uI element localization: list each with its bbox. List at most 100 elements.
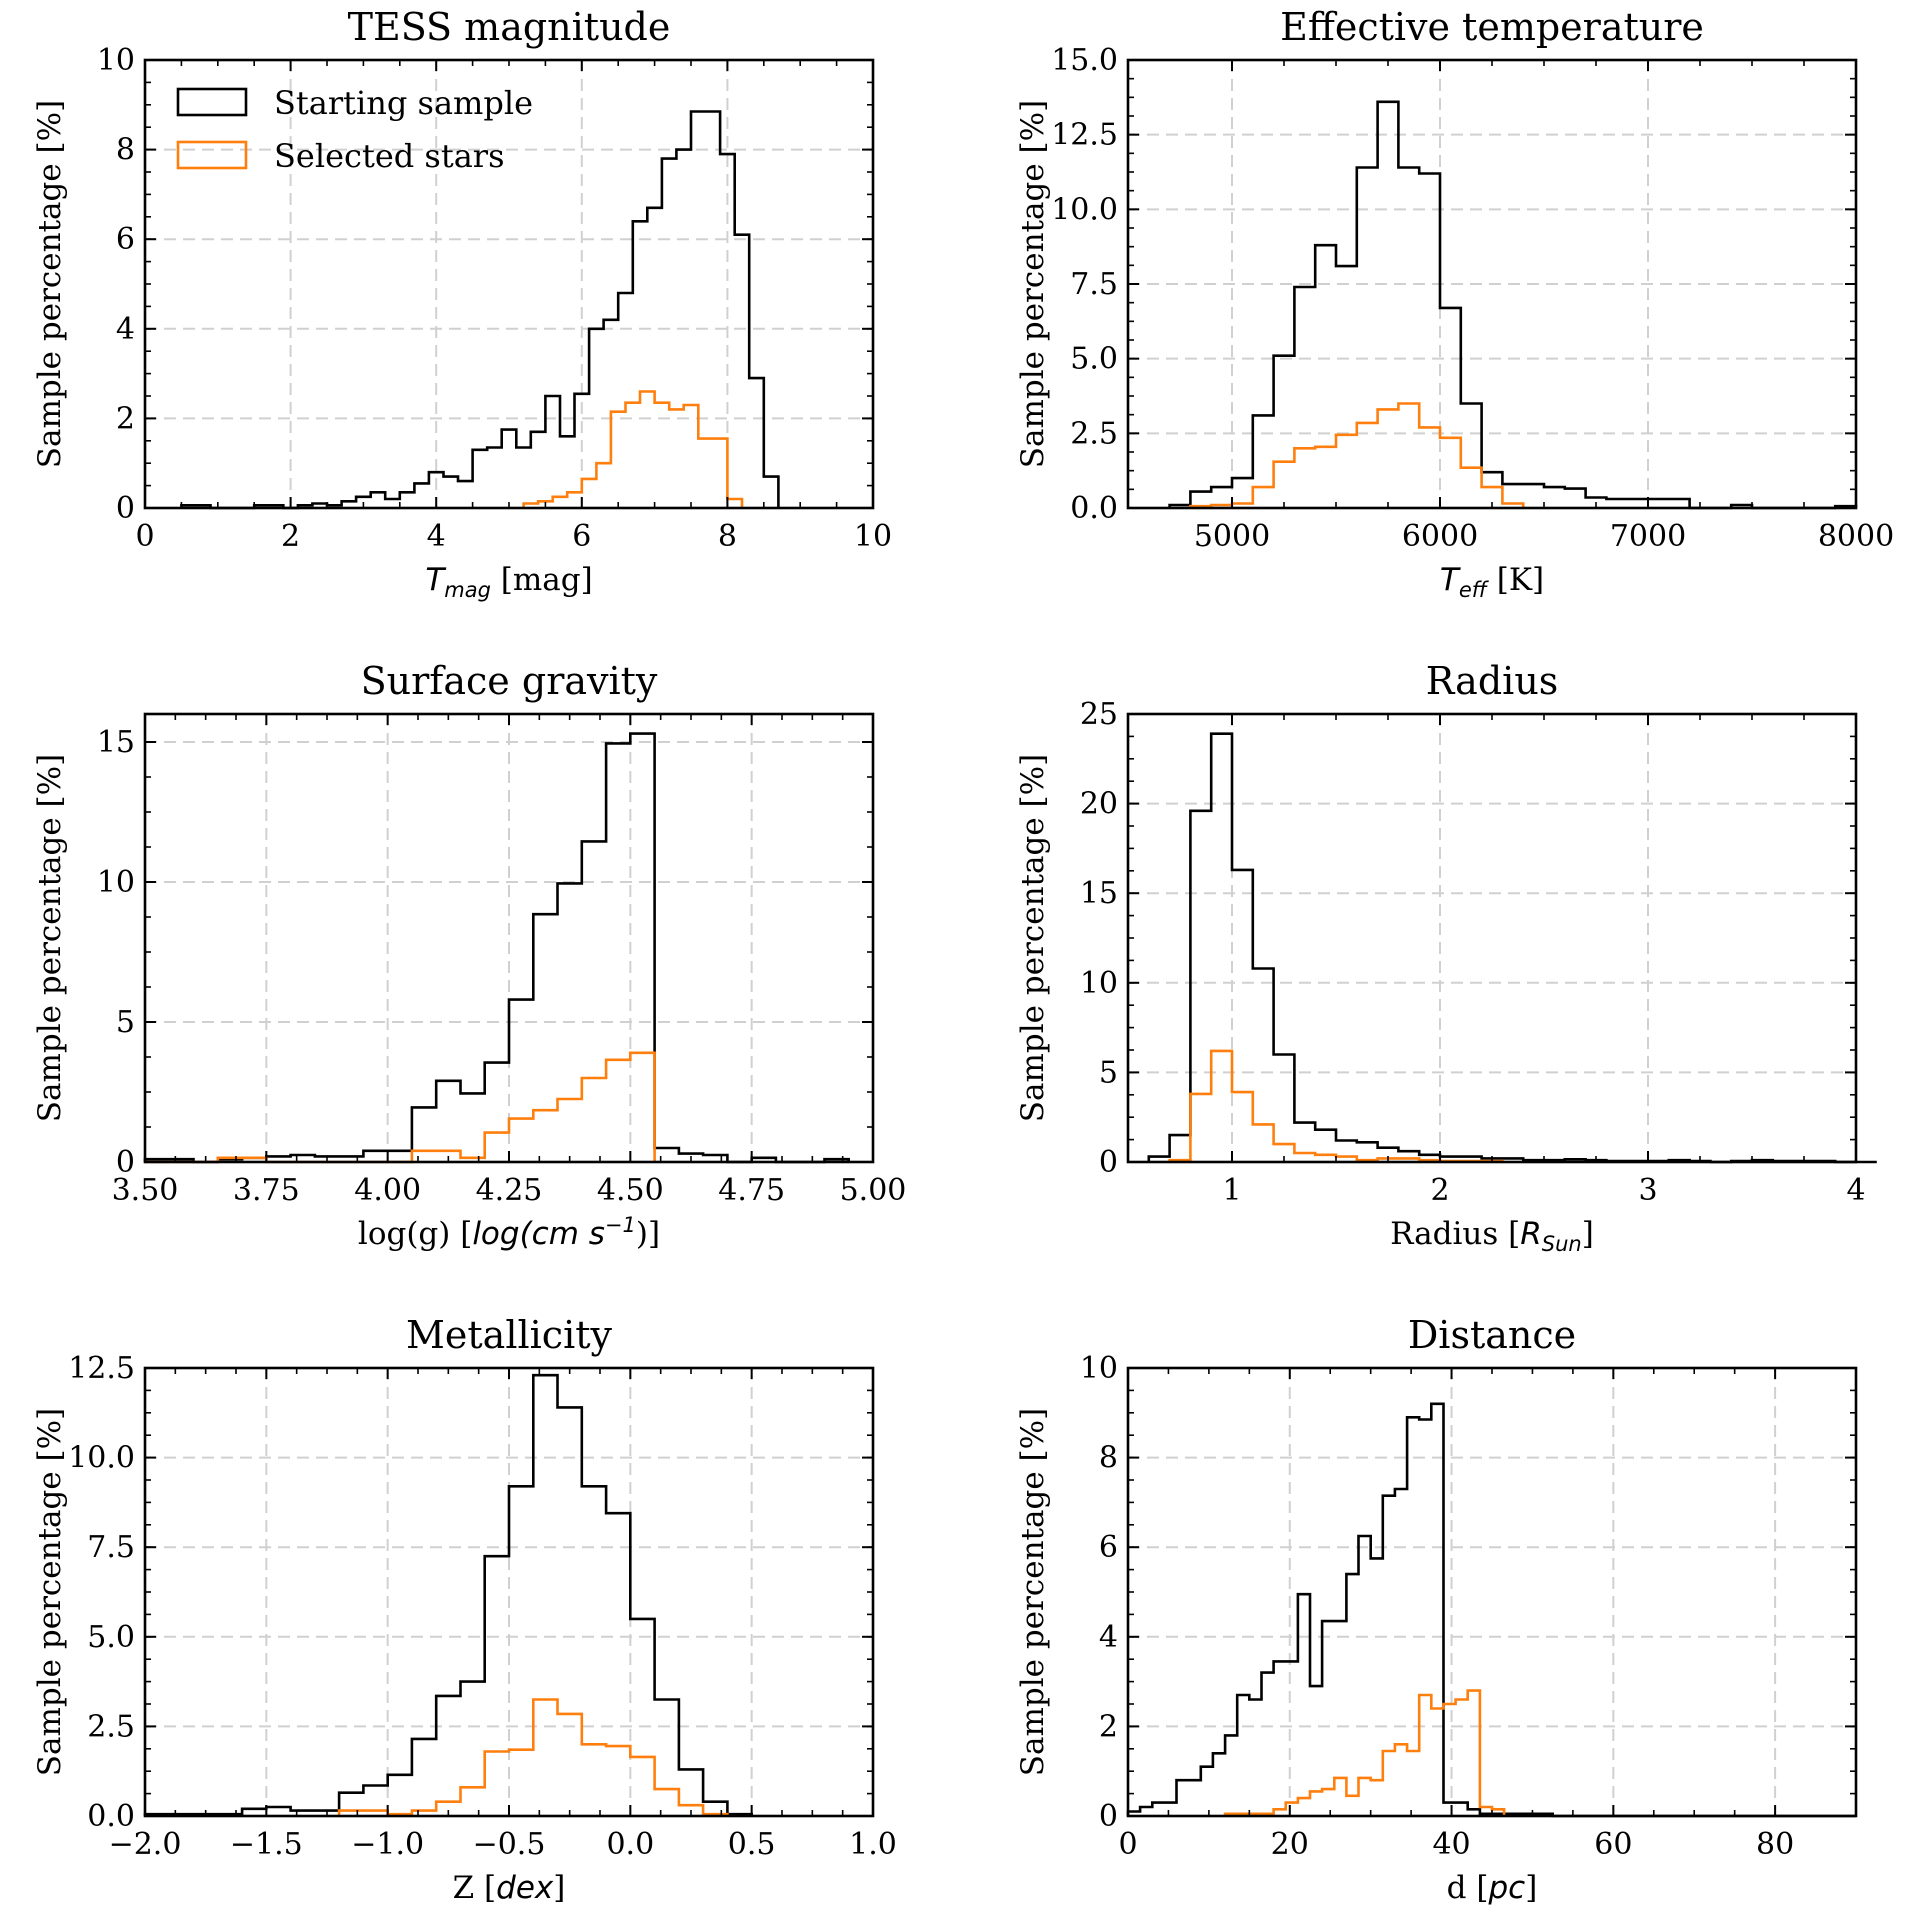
histogram-selected-stars <box>1168 1049 1504 1163</box>
x-tick-label: 80 <box>1756 1827 1794 1862</box>
histogram-selected-stars <box>1223 1689 1506 1816</box>
x-axis-label-var: R <box>1520 1216 1542 1252</box>
plot-frame <box>1126 1366 1858 1818</box>
histogram-selected-stars <box>1189 402 1525 508</box>
x-axis-label: d [pc] <box>1447 1870 1538 1906</box>
chart-title: Distance <box>1408 1313 1576 1357</box>
histogram-starting-sample <box>1126 1402 1856 1818</box>
y-tick-label: 4 <box>116 312 135 347</box>
x-tick-label: 4.75 <box>718 1173 785 1208</box>
legend-starting-sample-swatch <box>176 87 248 117</box>
x-tick-label: 40 <box>1432 1827 1470 1862</box>
x-axis-label-pre: log(g) [ <box>358 1216 472 1252</box>
legend: Starting sample Selected stars <box>176 84 533 175</box>
x-axis-label-pre: Z [ <box>453 1870 497 1906</box>
y-tick-label: 5.0 <box>1070 342 1118 377</box>
x-tick-label: 20 <box>1271 1827 1309 1862</box>
x-axis-label-post: )] <box>636 1216 660 1252</box>
x-axis-label-post: ] <box>553 1870 565 1906</box>
y-axis-label: Sample percentage [%] <box>1015 100 1051 468</box>
x-axis-label-var: log(cm s <box>472 1216 605 1252</box>
x-tick-label: −2.0 <box>109 1827 182 1862</box>
panel-radius: 1 2 3 4 0 5 10 15 20 25 Radius Radius [RSun] Sample … <box>1015 659 1877 1256</box>
x-tick-label: 3.50 <box>112 1173 179 1208</box>
y-tick-label: 0.0 <box>1070 491 1118 526</box>
histogram-starting-sample <box>180 110 780 510</box>
y-tick-label: 7.5 <box>1070 267 1118 302</box>
x-tick-label: 10 <box>854 519 892 554</box>
x-tick-label: 60 <box>1594 1827 1632 1862</box>
x-tick-label: 0 <box>135 519 154 554</box>
y-tick-label: 2.5 <box>1070 416 1118 451</box>
chart-title: Radius <box>1426 659 1559 703</box>
x-tick-label: 4.50 <box>597 1173 664 1208</box>
x-axis-label-var: T <box>425 562 446 598</box>
panel-logg: 3.50 3.75 4.00 4.25 4.50 4.75 5.00 0 5 10 15 Surfac… <box>32 659 906 1252</box>
x-axis-label: Radius [RSun] <box>1390 1216 1594 1256</box>
x-axis-label-sub: Sun <box>1542 1232 1582 1256</box>
y-tick-label: 2 <box>1099 1709 1118 1744</box>
x-tick-label: 2 <box>281 519 300 554</box>
y-tick-label: 15.0 <box>1051 43 1118 78</box>
x-tick-label: 4 <box>427 519 446 554</box>
y-axis-label: Sample percentage [%] <box>32 100 68 468</box>
y-axis-label: Sample percentage [%] <box>32 754 68 1122</box>
y-tick-label: 12.5 <box>68 1351 135 1386</box>
histogram-selected-stars <box>145 1051 656 1164</box>
x-axis-label-post: ] <box>1525 1870 1537 1906</box>
plot-frame <box>1126 712 1858 1164</box>
x-tick-label: 0.5 <box>728 1827 776 1862</box>
x-axis-label: Z [dex] <box>453 1870 566 1906</box>
y-tick-label: 10 <box>1080 1351 1118 1386</box>
y-tick-label: 5 <box>1099 1055 1118 1090</box>
y-tick-label: 25 <box>1080 697 1118 732</box>
chart-title: Effective temperature <box>1280 5 1704 49</box>
x-tick-label: −1.0 <box>351 1827 424 1862</box>
panel-metal: −2.0 −1.5 −1.0 −0.5 0.0 0.5 1.0 0.0 2.5 5.0 7.5 10.… <box>32 1313 897 1906</box>
x-axis-label-pre: Radius [ <box>1390 1216 1520 1252</box>
x-axis-label: Tmag [mag] <box>425 562 592 602</box>
chart-title: Surface gravity <box>361 659 658 703</box>
x-tick-label: 7000 <box>1610 519 1686 554</box>
y-tick-label: 15 <box>97 725 135 760</box>
histogram-starting-sample <box>1147 732 1877 1164</box>
y-tick-label: 7.5 <box>87 1530 135 1565</box>
x-tick-label: 1.0 <box>849 1827 897 1862</box>
x-tick-label: 1 <box>1222 1173 1241 1208</box>
y-tick-label: 2.5 <box>87 1709 135 1744</box>
y-tick-label: 10 <box>97 43 135 78</box>
x-tick-label: 6 <box>572 519 591 554</box>
x-tick-label: 3 <box>1638 1173 1657 1208</box>
x-tick-label: 0.0 <box>606 1827 654 1862</box>
histogram-selected-stars <box>337 1698 729 1816</box>
histogram-starting-sample <box>143 732 850 1164</box>
x-tick-label: 8 <box>718 519 737 554</box>
x-axis-label: Teff [K] <box>1440 562 1544 602</box>
y-tick-label: 20 <box>1080 787 1118 822</box>
x-tick-label: −0.5 <box>473 1827 546 1862</box>
x-tick-label: 3.75 <box>233 1173 300 1208</box>
y-tick-label: 6 <box>1099 1530 1118 1565</box>
y-tick-label: 8 <box>116 133 135 168</box>
x-tick-label: 2 <box>1430 1173 1449 1208</box>
x-axis-label-pre: d [ <box>1447 1870 1489 1906</box>
x-axis-label-var: dex <box>496 1870 554 1906</box>
x-axis-label-sub: eff <box>1459 578 1490 602</box>
y-tick-label: 0 <box>116 491 135 526</box>
x-axis-label: log(g) [log(cm s−1)] <box>358 1213 660 1252</box>
y-axis-label: Sample percentage [%] <box>32 1408 68 1776</box>
legend-starting-sample-label: Starting sample <box>274 84 533 122</box>
x-axis-label-sup: −1 <box>605 1213 636 1237</box>
y-tick-label: 10 <box>97 865 135 900</box>
y-tick-label: 0.0 <box>87 1799 135 1834</box>
y-tick-label: 5 <box>116 1005 135 1040</box>
chart-title: Metallicity <box>406 1313 612 1357</box>
x-tick-label: 6000 <box>1402 519 1478 554</box>
y-tick-label: 10 <box>1080 966 1118 1001</box>
x-tick-label: 4.00 <box>354 1173 421 1208</box>
legend-selected-stars-swatch <box>176 140 248 170</box>
y-tick-label: 10.0 <box>68 1441 135 1476</box>
histogram-starting-sample <box>143 1373 753 1816</box>
y-tick-label: 4 <box>1099 1620 1118 1655</box>
